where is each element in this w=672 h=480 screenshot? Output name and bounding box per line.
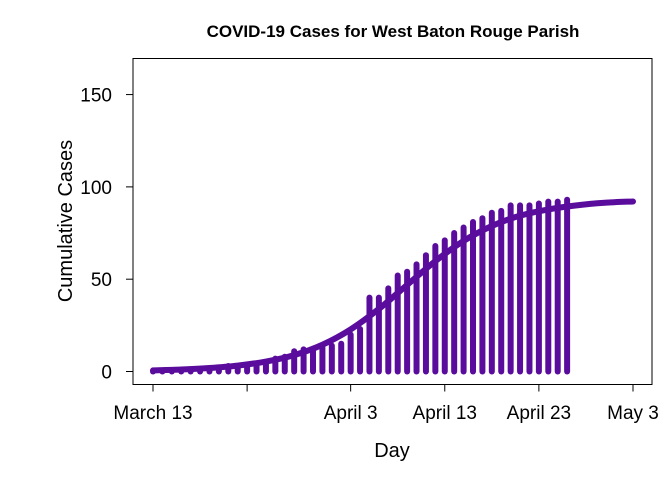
y-tick-label: 50	[91, 270, 112, 291]
y-tick-label: 100	[80, 178, 112, 199]
bar-series	[150, 196, 571, 375]
x-axis-title: Day	[374, 440, 410, 462]
plot-area	[132, 58, 653, 385]
y-axis-title: Cumulative Cases	[55, 140, 77, 302]
x-tick-label: April 3	[324, 403, 378, 424]
y-tick-label: 150	[80, 86, 112, 107]
x-axis: March 13 April 3 April 13 April 23 May 3	[113, 384, 659, 424]
chart-title: COVID-19 Cases for West Baton Rouge Pari…	[207, 22, 580, 41]
fit-line	[150, 198, 636, 374]
y-tick-label: 0	[101, 363, 112, 384]
x-tick-label: March 13	[113, 403, 192, 424]
x-tick-label: April 23	[507, 403, 571, 424]
x-tick-label: April 13	[413, 403, 477, 424]
y-axis: 0 50 100 150	[80, 86, 134, 384]
x-tick-label: May 3	[607, 403, 659, 424]
